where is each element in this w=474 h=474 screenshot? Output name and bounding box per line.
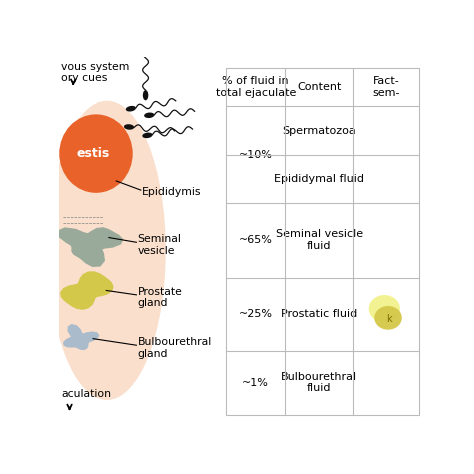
Ellipse shape xyxy=(59,114,133,193)
Ellipse shape xyxy=(369,295,400,322)
Text: Seminal
vesicle: Seminal vesicle xyxy=(137,234,182,255)
Text: Fact-
sem-: Fact- sem- xyxy=(373,76,400,98)
Text: % of fluid in
total ejaculate: % of fluid in total ejaculate xyxy=(216,76,296,98)
Text: Prostatic fluid: Prostatic fluid xyxy=(281,309,357,319)
Text: Content: Content xyxy=(297,82,341,92)
Ellipse shape xyxy=(48,100,166,400)
Text: ~25%: ~25% xyxy=(239,309,273,319)
Text: k: k xyxy=(386,314,392,324)
Text: aculation: aculation xyxy=(61,389,111,399)
Ellipse shape xyxy=(143,90,148,100)
Polygon shape xyxy=(58,228,122,266)
Ellipse shape xyxy=(144,112,155,118)
Bar xyxy=(227,68,419,415)
Ellipse shape xyxy=(126,106,136,111)
Polygon shape xyxy=(61,272,113,309)
Text: Epididymal fluid: Epididymal fluid xyxy=(274,174,364,184)
Text: Bulbourethral
gland: Bulbourethral gland xyxy=(137,337,212,358)
Ellipse shape xyxy=(142,133,153,138)
Text: ~10%: ~10% xyxy=(239,149,273,160)
Text: ory cues: ory cues xyxy=(61,73,108,83)
Text: Epididymis: Epididymis xyxy=(142,187,201,197)
Text: estis: estis xyxy=(77,147,110,160)
Text: Bulbourethral
fluid: Bulbourethral fluid xyxy=(281,372,357,393)
Text: ~65%: ~65% xyxy=(239,235,273,245)
Text: ~1%: ~1% xyxy=(242,378,269,388)
Polygon shape xyxy=(64,325,99,349)
Text: vous system: vous system xyxy=(61,63,129,73)
Text: Prostate
gland: Prostate gland xyxy=(137,287,182,308)
Ellipse shape xyxy=(374,306,402,330)
Text: Spermatozoa: Spermatozoa xyxy=(283,126,356,136)
Text: Seminal vesicle
fluid: Seminal vesicle fluid xyxy=(275,229,363,251)
Ellipse shape xyxy=(124,124,134,130)
